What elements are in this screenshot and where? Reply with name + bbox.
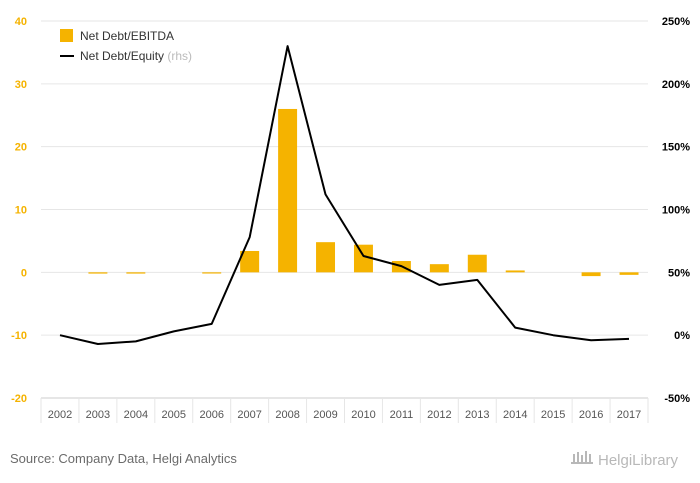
brand-name: HelgiLibrary [598, 452, 679, 469]
library-building-icon [570, 449, 594, 469]
bar [88, 272, 108, 274]
y-right-tick-label: 50% [668, 267, 690, 279]
y-left-tick-label: -20 [11, 393, 27, 405]
legend: Net Debt/EBITDA Net Debt/Equity (rhs) [60, 29, 192, 63]
x-tick-label: 2016 [579, 409, 603, 421]
y-right-tick-label: 250% [662, 16, 690, 28]
x-tick-label: 2010 [351, 409, 375, 421]
x-tick-label: 2017 [617, 409, 641, 421]
y-left-tick-label: -10 [11, 330, 27, 342]
x-tick-label: 2013 [465, 409, 489, 421]
series-line [59, 45, 630, 345]
legend-swatch-bar [60, 29, 73, 42]
y-axis-right: 250% 200% 150% 100% 50% 0% -50% [662, 16, 690, 405]
x-tick-label: 2002 [48, 409, 72, 421]
x-tick-label: 2003 [86, 409, 110, 421]
bar [316, 242, 336, 273]
y-left-tick-label: 20 [15, 142, 27, 154]
grid-lines [41, 20, 648, 336]
bar [353, 244, 373, 273]
x-tick-label: 2004 [124, 409, 148, 421]
x-axis: 2002 2003 2004 2005 2006 2007 2008 2009 2010 2011… [40, 397, 649, 423]
legend-label-suffix: (rhs) [167, 49, 192, 63]
y-left-tick-label: 30 [15, 79, 27, 91]
bar [126, 272, 146, 274]
legend-label-line: Net Debt/Equity (rhs) [80, 49, 192, 63]
y-right-tick-label: 0% [674, 330, 690, 342]
y-right-tick-label: 100% [662, 205, 690, 217]
x-tick-label: 2012 [427, 409, 451, 421]
chart-svg: 2002 2003 2004 2005 2006 2007 2008 2009 2010 2011… [11, 16, 690, 423]
bar [505, 270, 525, 273]
x-tick-label: 2015 [541, 409, 565, 421]
bar [278, 108, 298, 273]
bar [429, 264, 449, 273]
x-tick-label: 2006 [199, 409, 223, 421]
line-series [59, 45, 630, 345]
bar [202, 272, 222, 274]
y-left-tick-label: 40 [15, 16, 27, 28]
y-axis-left: 40 30 20 10 0 -10 -20 [11, 16, 27, 405]
y-left-tick-label: 0 [21, 267, 27, 279]
y-left-tick-label: 10 [15, 205, 27, 217]
x-tick-label: 2005 [162, 409, 186, 421]
y-right-tick-label: -50% [664, 393, 690, 405]
bar [619, 272, 639, 275]
x-tick-label: 2008 [275, 409, 299, 421]
x-tick-label: 2014 [503, 409, 527, 421]
y-right-tick-label: 200% [662, 79, 690, 91]
legend-label-bar: Net Debt/EBITDA [80, 29, 174, 43]
source-note: Source: Company Data, Helgi Analytics [10, 451, 237, 466]
y-right-tick-label: 150% [662, 142, 690, 154]
bar-series [88, 108, 639, 277]
x-tick-label: 2009 [313, 409, 337, 421]
bar [581, 272, 601, 277]
bar [240, 250, 260, 273]
x-tick-label: 2011 [390, 409, 414, 421]
x-tick-label: 2007 [237, 409, 261, 421]
brand-logo: HelgiLibrary [570, 449, 678, 469]
bar [467, 254, 487, 273]
